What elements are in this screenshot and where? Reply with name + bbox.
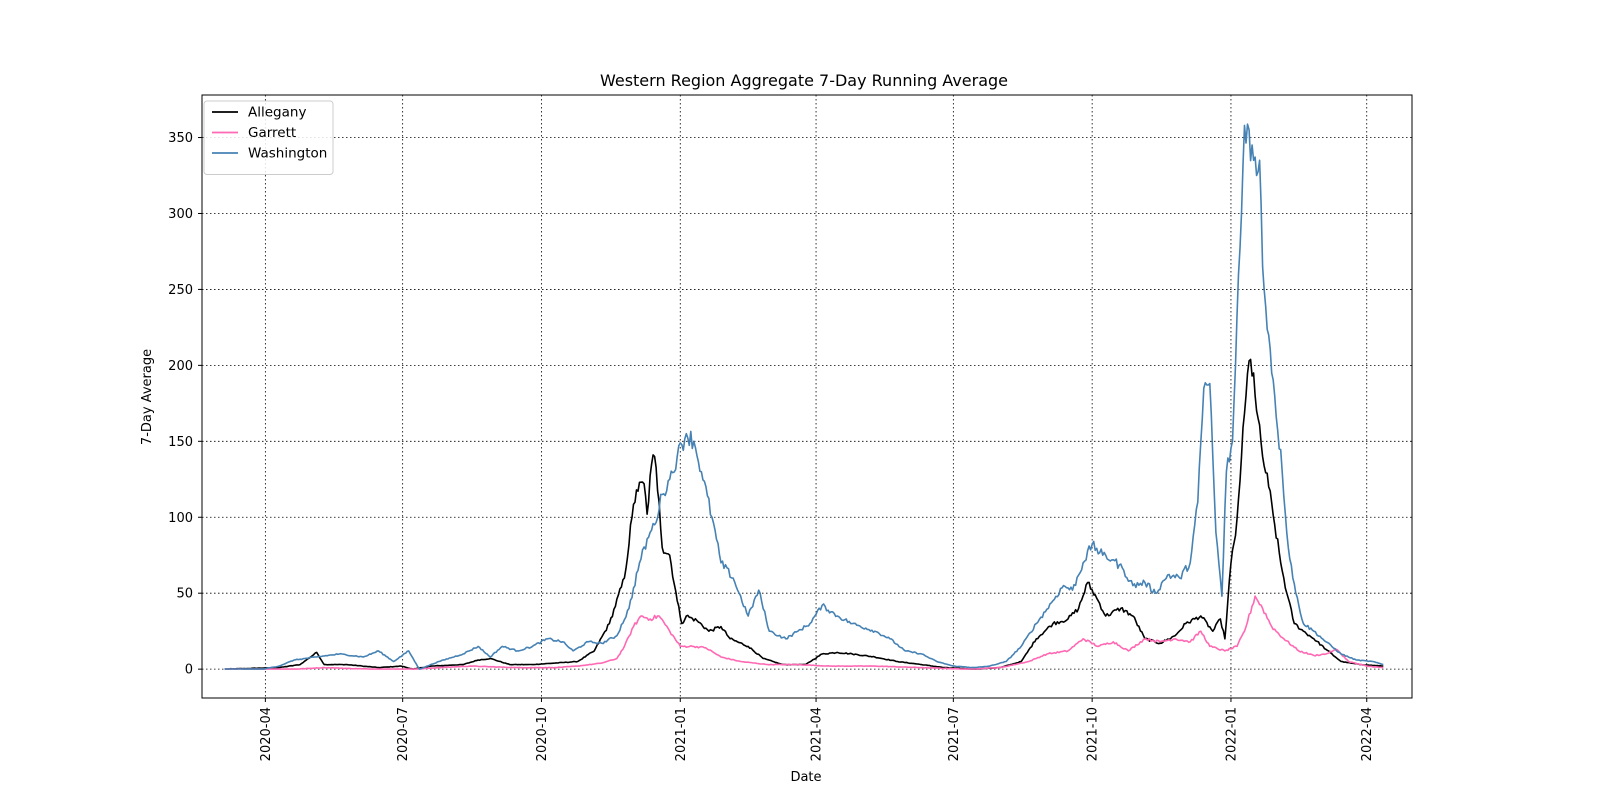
axis-ticks: 0 50 100 150 200 250 300 350 2020-04 2020-07 2020-… (168, 131, 1375, 761)
series-line-washington (224, 123, 1384, 670)
y-tick-label: 100 (168, 511, 193, 526)
y-tick-label: 200 (168, 359, 193, 374)
x-tick-label: 2021-04 (810, 707, 825, 761)
x-tick-label: 2021-07 (947, 707, 962, 761)
y-tick-label: 50 (176, 587, 193, 602)
x-tick-label: 2022-01 (1224, 707, 1239, 761)
y-tick-label: 250 (168, 283, 193, 298)
chart-title: Western Region Aggregate 7-Day Running A… (600, 71, 1008, 90)
y-tick-label: 0 (185, 663, 193, 678)
y-tick-label: 300 (168, 207, 193, 222)
x-axis-label: Date (790, 770, 821, 785)
x-tick-label: 2021-10 (1086, 707, 1101, 761)
x-tick-label: 2020-10 (535, 707, 550, 761)
plot-frame (201, 94, 1413, 699)
legend-label: Garrett (248, 125, 296, 141)
y-tick-label: 150 (168, 435, 193, 450)
x-tick-label: 2020-04 (259, 707, 274, 761)
series-line-garrett (224, 595, 1384, 670)
x-tick-label: 2021-01 (674, 707, 689, 761)
x-tick-label: 2022-04 (1360, 707, 1375, 761)
y-tick-label: 350 (168, 131, 193, 146)
legend-label: Allegany (248, 105, 306, 121)
grid (202, 95, 1412, 698)
legend: Allegany Garrett Washington (203, 100, 334, 175)
legend-box (203, 100, 334, 175)
x-tick-label: 2020-07 (396, 707, 411, 761)
y-axis-label: 7-Day Average (140, 349, 155, 445)
legend-label: Washington (248, 146, 327, 162)
plot-series (224, 123, 1384, 670)
